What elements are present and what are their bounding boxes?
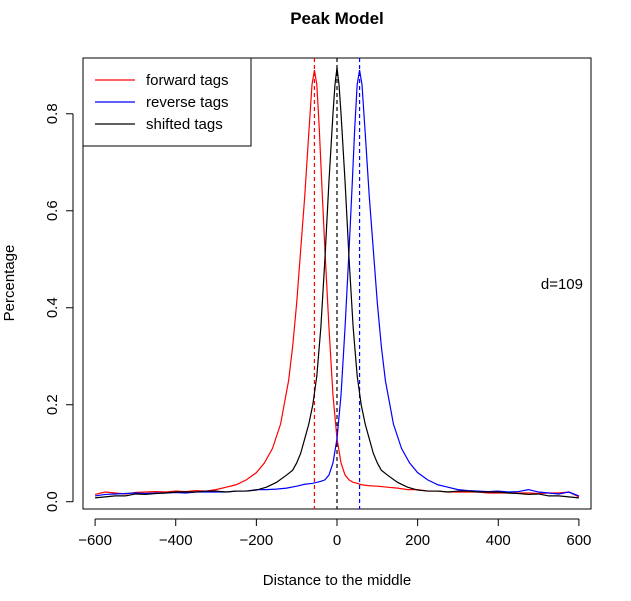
x-tick-label: −400 <box>159 532 193 549</box>
d-annotation: d=109 <box>541 276 583 293</box>
legend: forward tags reverse tags shifted tags <box>82 57 252 147</box>
chart-title: Peak Model <box>290 9 384 28</box>
x-tick-label: 400 <box>486 532 511 549</box>
y-axis-label: Percentage <box>1 245 18 322</box>
y-tick-label: 0.0 <box>44 491 61 512</box>
y-tick-label: 0.2 <box>44 394 61 415</box>
x-tick-label: 0 <box>333 532 341 549</box>
legend-box <box>82 57 252 147</box>
vertical-reference-lines <box>313 58 361 509</box>
x-axis: −600 −400 −200 0 200 400 600 <box>78 518 591 549</box>
y-tick-label: 0.8 <box>44 103 61 124</box>
legend-label: shifted tags <box>146 116 223 133</box>
y-tick-label: 0.4 <box>44 297 61 318</box>
y-axis: 0.0 0.2 0.4 0.6 0.8 <box>44 103 74 512</box>
x-axis-label: Distance to the middle <box>263 572 411 589</box>
x-tick-label: −200 <box>239 532 273 549</box>
legend-label: forward tags <box>146 72 229 89</box>
x-tick-label: 600 <box>566 532 591 549</box>
y-tick-label: 0.6 <box>44 200 61 221</box>
series-lines <box>94 67 580 499</box>
legend-label: reverse tags <box>146 94 229 111</box>
series-line-shifted-tags <box>95 67 579 499</box>
x-tick-label: 200 <box>405 532 430 549</box>
x-tick-label: −600 <box>78 532 112 549</box>
